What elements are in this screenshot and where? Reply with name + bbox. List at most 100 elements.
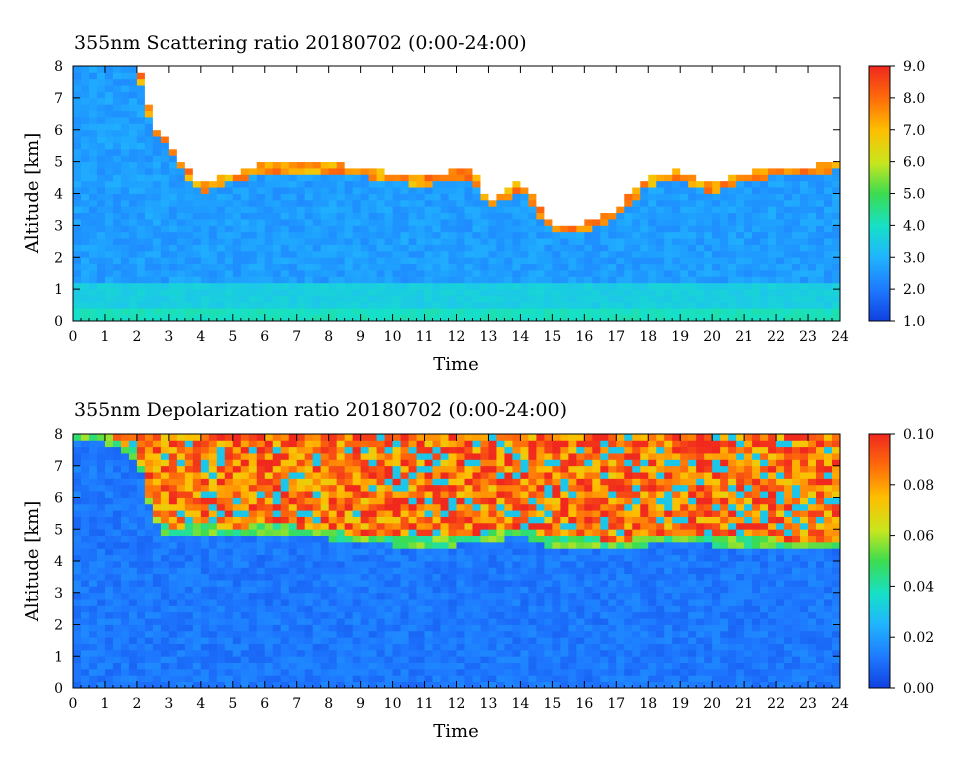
heatmap-cell [632, 142, 641, 150]
heatmap-cell [440, 123, 449, 131]
heatmap-cell [184, 117, 194, 124]
heatmap-cell [608, 129, 617, 137]
heatmap-cell [80, 78, 90, 86]
heatmap-cell [616, 301, 625, 309]
heatmap-cell [128, 497, 138, 505]
heatmap-cell [296, 180, 306, 188]
heatmap-cell [88, 548, 98, 556]
heatmap-cell [832, 289, 841, 296]
heatmap-cell [584, 161, 593, 169]
heatmap-cell [248, 142, 258, 150]
heatmap-cell [416, 199, 425, 207]
heatmap-cell [88, 66, 98, 73]
heatmap-cell [528, 136, 537, 143]
heatmap-cell [120, 491, 130, 498]
heatmap-cell [144, 110, 154, 118]
heatmap-cell [160, 497, 170, 505]
heatmap-cell [528, 212, 537, 220]
heatmap-cell [792, 78, 801, 86]
heatmap-cell [624, 314, 633, 322]
heatmap-cell [832, 270, 841, 277]
heatmap-cell [352, 142, 362, 150]
heatmap-cell [176, 497, 186, 505]
heatmap-cell [73, 592, 82, 600]
heatmap-cell [272, 66, 282, 73]
heatmap-cell [520, 110, 529, 118]
heatmap-cell [136, 478, 146, 486]
heatmap-cell [88, 522, 98, 530]
heatmap-cell [728, 85, 737, 92]
heatmap-cell [608, 212, 617, 220]
heatmap-cell [584, 110, 593, 118]
heatmap-cell [552, 85, 561, 92]
heatmap-cell [480, 199, 489, 207]
heatmap-cell [480, 78, 489, 86]
heatmap-cell [312, 129, 322, 137]
heatmap-cell [136, 637, 146, 644]
heatmap-cell [736, 308, 745, 316]
heatmap-cell [144, 91, 154, 99]
heatmap-cell [208, 282, 218, 290]
heatmap-cell [568, 193, 577, 201]
heatmap-cell [432, 257, 441, 265]
heatmap-cell [512, 238, 521, 245]
heatmap-cell [560, 308, 569, 316]
heatmap-cell [352, 148, 362, 156]
heatmap-cell [328, 250, 338, 258]
heatmap-cell [96, 605, 106, 613]
heatmap-cell [672, 142, 681, 150]
heatmap-cell [216, 681, 226, 689]
heatmap-cell [232, 541, 242, 549]
heatmap-cell [80, 180, 90, 188]
heatmap-cell [672, 117, 681, 124]
heatmap-cell [632, 276, 641, 284]
heatmap-cell [144, 148, 154, 156]
heatmap-cell [728, 193, 737, 201]
heatmap-cell [560, 161, 569, 169]
heatmap-cell [312, 244, 322, 252]
heatmap-cell [640, 193, 649, 201]
heatmap-cell [528, 219, 537, 226]
heatmap-cell [744, 263, 753, 271]
heatmap-cell [240, 110, 250, 118]
heatmap-cell [240, 117, 250, 124]
heatmap-cell [248, 187, 258, 194]
heatmap-cell [160, 301, 170, 309]
heatmap-cell [120, 681, 130, 689]
heatmap-cell [208, 244, 218, 252]
heatmap-cell [704, 104, 713, 112]
heatmap-cell [104, 97, 114, 105]
heatmap-cell [480, 136, 489, 143]
heatmap-cell [200, 231, 210, 239]
heatmap-cell [73, 478, 82, 486]
heatmap-cell [96, 212, 106, 220]
heatmap-cell [584, 225, 593, 233]
heatmap-cell [296, 276, 306, 284]
heatmap-cell [760, 257, 769, 265]
heatmap-cell [424, 250, 433, 258]
heatmap-cell [144, 308, 154, 316]
heatmap-cell [256, 503, 266, 511]
heatmap-cell [224, 529, 234, 536]
heatmap-cell [136, 225, 146, 233]
heatmap-cell [744, 117, 753, 124]
heatmap-cell [200, 136, 210, 143]
heatmap-cell [272, 72, 282, 80]
heatmap-cell [216, 541, 226, 549]
heatmap-cell [832, 244, 841, 252]
heatmap-cell [80, 656, 90, 663]
heatmap-cell [360, 104, 370, 112]
heatmap-cell [400, 308, 409, 316]
heatmap-cell [320, 104, 330, 112]
heatmap-cell [792, 142, 801, 150]
heatmap-cell [664, 129, 673, 137]
heatmap-cell [128, 478, 138, 486]
heatmap-cell [392, 308, 401, 316]
heatmap-cell [272, 250, 282, 258]
heatmap-cell [176, 174, 186, 182]
heatmap-cell [360, 301, 370, 309]
heatmap-cell [680, 244, 689, 252]
heatmap-cell [472, 206, 481, 214]
heatmap-cell [744, 66, 753, 73]
heatmap-cell [152, 630, 162, 638]
